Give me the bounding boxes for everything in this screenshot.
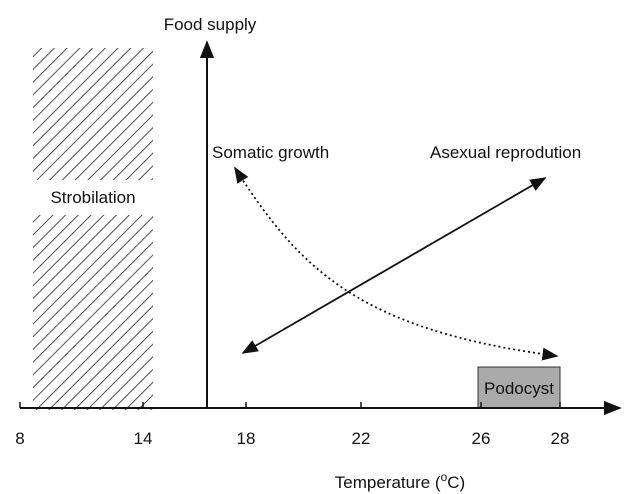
asexual-arrow [241,177,547,354]
tick-label: 22 [352,429,371,448]
somatic-curve [234,166,559,361]
strobilation-hatch [33,48,153,180]
tick-label: 26 [472,429,491,448]
x-axis-label-suffix: C) [447,473,465,492]
strobilation-label: Strobilation [50,188,135,207]
tick-label: 8 [15,429,24,448]
somatic-growth-label: Somatic growth [212,143,329,162]
tick-label: 18 [237,429,256,448]
tick-label: 14 [134,429,153,448]
strobilation-hatch [33,215,153,410]
x-ticks: 8 14 18 22 26 28 [15,402,569,448]
podocyst-box [477,366,561,409]
x-axis-label: Temperature (oC) [335,470,465,492]
x-axis-label-superscript: o [441,470,448,484]
x-axis-label-prefix: Temperature ( [335,473,441,492]
podocyst-label: Podocyst [484,379,554,398]
tick-label: 28 [551,429,570,448]
asexual-reproduction-label: Asexual reprodution [430,143,581,162]
y-axis-label: Food supply [164,15,257,34]
